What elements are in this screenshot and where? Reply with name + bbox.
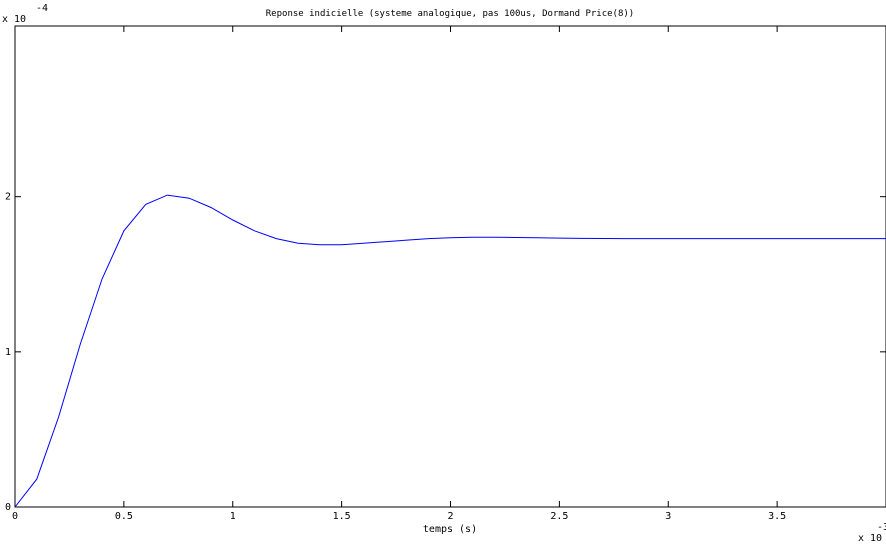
x-axis-label: temps (s) — [423, 524, 477, 535]
x-tick-label: 0 — [12, 511, 18, 522]
x-multiplier-label: x 10 — [858, 533, 882, 544]
series-line — [14, 194, 886, 508]
plot-area — [14, 25, 886, 508]
y-tick-label: 2 — [5, 192, 11, 203]
x-tick-label: 2.5 — [550, 511, 568, 522]
x-tick-label: 0.5 — [115, 511, 133, 522]
y-tick-label: 1 — [5, 347, 11, 358]
series-group — [14, 194, 886, 508]
x-tick-label: 1 — [230, 511, 236, 522]
x-tick-label: 3.5 — [768, 511, 786, 522]
x-multiplier-exponent: -3 — [877, 522, 886, 533]
x-tick-label: 1.5 — [333, 511, 351, 522]
chart-title: Reponse indicielle (systeme analogique, … — [266, 9, 634, 19]
x-axis: 0 0.5 1 1.5 2 2.5 3 3.5 — [12, 26, 786, 522]
y-multiplier-label: x 10 — [2, 14, 26, 25]
y-multiplier-exponent: -4 — [36, 3, 48, 14]
x-tick-label: 3 — [665, 511, 671, 522]
y-tick-label: 0 — [5, 502, 11, 513]
x-tick-label: 2 — [447, 511, 453, 522]
y-axis: 0 1 2 — [5, 192, 886, 513]
